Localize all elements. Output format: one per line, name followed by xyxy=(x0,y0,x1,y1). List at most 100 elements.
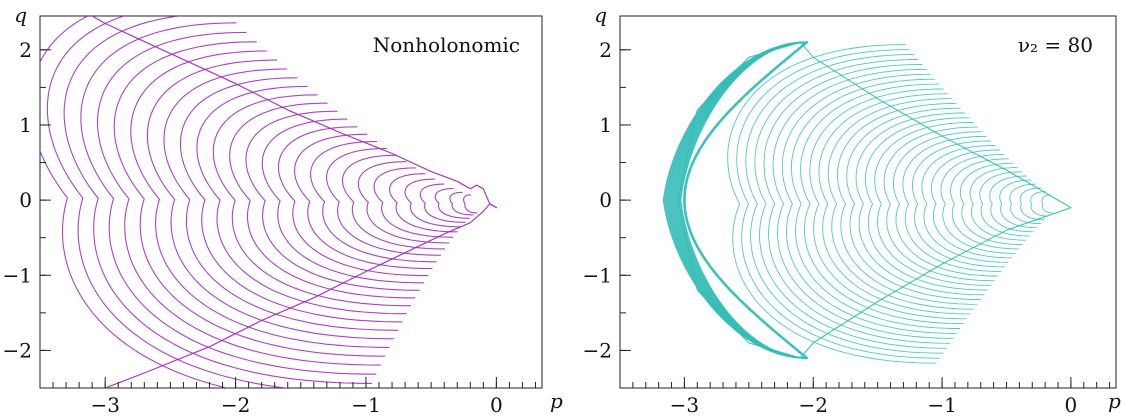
curve-26 xyxy=(790,78,961,329)
curve-25 xyxy=(63,16,373,384)
curve-3 xyxy=(419,183,466,223)
curve-11 xyxy=(930,149,1012,259)
series-0-line xyxy=(91,16,497,209)
curve-27 xyxy=(781,73,957,334)
envelope-1 xyxy=(678,41,808,359)
x-tick-label: −1 xyxy=(927,393,956,417)
x-tick-label: −3 xyxy=(670,393,699,417)
envelope-6 xyxy=(670,41,808,359)
curve-22 xyxy=(827,98,974,310)
curve-0 xyxy=(1041,194,1053,214)
curve-23 xyxy=(96,31,381,366)
envelope-5 xyxy=(671,41,808,359)
curve-15 xyxy=(229,102,416,299)
envelope-4 xyxy=(673,41,808,359)
curve-13 xyxy=(911,140,1005,268)
curve-9 xyxy=(326,147,442,256)
y-axis-label: q xyxy=(14,3,27,27)
plot-frame xyxy=(39,15,543,389)
curve-17 xyxy=(196,85,407,315)
curve-layer xyxy=(40,16,497,388)
curve-28 xyxy=(772,68,954,339)
curve-27 xyxy=(40,16,230,388)
y-axis-label: q xyxy=(594,3,607,27)
envelope-lower-inner xyxy=(683,198,809,360)
x-tick-label: −2 xyxy=(221,393,250,417)
curve-22 xyxy=(113,41,386,357)
curve-18 xyxy=(179,77,403,323)
curve-6 xyxy=(979,171,1030,237)
plot-frame xyxy=(619,15,1117,389)
y-tick-label: 0 xyxy=(599,188,612,212)
curve-16 xyxy=(883,126,995,282)
curve-23 xyxy=(818,93,971,315)
curve-layer xyxy=(662,40,1072,364)
curve-32 xyxy=(736,49,941,359)
x-tick-label: 0 xyxy=(490,393,503,417)
envelope-3 xyxy=(675,41,808,359)
y-tick-label: −1 xyxy=(3,263,32,287)
curve-21 xyxy=(130,50,390,348)
x-tick-label: −3 xyxy=(90,393,119,417)
curve-16 xyxy=(212,94,412,307)
curve-20 xyxy=(146,59,394,340)
y-tick-label: 0 xyxy=(19,188,32,212)
panel-annotation: ν₂ = 80 xyxy=(1018,33,1093,57)
left-panel: Nonholonomic q p −3 −2 −1 0 2 1 0 −1 −2 xyxy=(3,3,563,417)
curve-25 xyxy=(800,83,964,325)
major-tick-layer: −3 −2 −1 0 2 1 0 −1 −2 xyxy=(583,38,1078,417)
curve-19 xyxy=(855,112,985,296)
curve-4 xyxy=(999,179,1038,229)
curve-5 xyxy=(389,173,458,233)
x-tick-label: 0 xyxy=(1065,393,1078,417)
curve-17 xyxy=(874,121,992,286)
panel-annotation: Nonholonomic xyxy=(373,33,520,57)
curve-24 xyxy=(809,88,968,320)
curve-1 xyxy=(449,191,474,216)
curve-19 xyxy=(163,68,399,331)
curve-10 xyxy=(310,140,437,263)
x-axis-label: p xyxy=(550,389,563,413)
curve-14 xyxy=(245,110,420,291)
curve-26 xyxy=(46,16,290,388)
curve-9 xyxy=(950,158,1020,250)
series-1-line xyxy=(104,203,497,388)
envelope-2 xyxy=(676,41,808,359)
envelope-9 xyxy=(665,41,808,359)
x-tick-label: −2 xyxy=(799,393,828,417)
envelope-11 xyxy=(662,41,808,359)
right-panel: ν₂ = 80 q p −3 −2 −1 0 2 1 0 −1 −2 xyxy=(583,3,1121,417)
curve-3 xyxy=(1009,183,1041,225)
curve-21 xyxy=(837,102,978,305)
curve-29 xyxy=(763,64,951,344)
minor-tick-layer xyxy=(39,49,536,389)
envelope-upper-inner xyxy=(683,40,809,202)
y-tick-label: 2 xyxy=(19,38,32,62)
major-tick-layer: −3 −2 −1 0 2 1 0 −1 −2 xyxy=(3,38,503,417)
y-tick-label: 1 xyxy=(19,113,32,137)
curve-8 xyxy=(341,154,446,250)
curve-6 xyxy=(373,167,454,238)
curve-0 xyxy=(463,194,478,214)
curve-33 xyxy=(727,44,937,364)
curve-11 xyxy=(294,133,433,270)
curve-13 xyxy=(261,118,425,284)
envelope-0 xyxy=(679,41,808,359)
envelope-10 xyxy=(664,41,808,359)
curve-7 xyxy=(969,167,1027,241)
y-tick-label: −1 xyxy=(583,263,612,287)
y-tick-label: −2 xyxy=(3,338,32,362)
curve-12 xyxy=(277,126,429,277)
curve-10 xyxy=(940,153,1016,254)
curve-12 xyxy=(921,145,1009,263)
x-axis-label: p xyxy=(1108,389,1121,413)
curve-30 xyxy=(754,59,947,349)
curve-7 xyxy=(357,161,450,244)
curve-24 xyxy=(80,22,377,375)
curve-14 xyxy=(902,135,1002,272)
curve-18 xyxy=(864,117,988,291)
x-tick-label: −1 xyxy=(351,393,380,417)
curve-2 xyxy=(1019,187,1045,221)
y-tick-label: −2 xyxy=(583,338,612,362)
